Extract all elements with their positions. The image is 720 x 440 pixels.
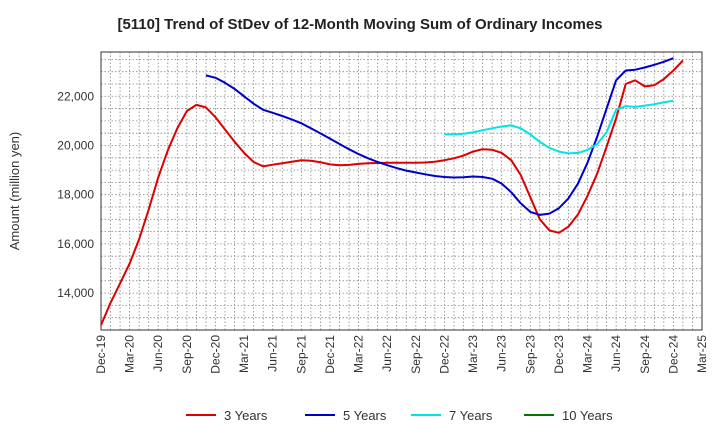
legend-label: 10 Years	[562, 408, 613, 423]
legend: 3 Years 5 Years 7 Years 10 Years	[186, 408, 613, 423]
y-tick-label: 22,000	[57, 89, 94, 103]
chart-title: [5110] Trend of StDev of 12-Month Moving…	[117, 16, 602, 33]
x-tick-label: Mar-21	[237, 335, 251, 373]
x-tick-label: Mar-23	[466, 335, 480, 373]
x-tick-label: Jun-24	[609, 335, 623, 372]
y-axis-label: Amount (million yen)	[7, 132, 22, 251]
x-tick-label: Jun-23	[495, 335, 509, 372]
x-tick-label: Sep-23	[523, 335, 537, 374]
x-tick-label: Mar-24	[581, 335, 595, 373]
x-tick-label: Sep-24	[638, 335, 652, 374]
x-tick-label: Dec-22	[437, 335, 451, 374]
x-tick-label: Sep-22	[409, 335, 423, 374]
x-tick-label: Sep-21	[294, 335, 308, 374]
x-tick-label: Dec-23	[552, 335, 566, 374]
x-tick-label: Jun-22	[380, 335, 394, 372]
series-line-7-years	[444, 99, 674, 155]
x-tick-label: Dec-21	[323, 335, 337, 374]
x-tick-label: Sep-20	[180, 335, 194, 374]
x-tick-label: Dec-20	[208, 335, 222, 374]
x-tick-label: Jun-20	[151, 335, 165, 372]
series-line-5-years	[205, 57, 674, 216]
legend-label: 3 Years	[224, 408, 268, 423]
y-tick-label: 14,000	[57, 286, 94, 300]
x-tick-label: Mar-25	[695, 335, 709, 373]
x-tick-label: Mar-22	[352, 335, 366, 373]
legend-label: 5 Years	[343, 408, 387, 423]
x-tick-label: Dec-24	[666, 335, 680, 374]
y-tick-label: 16,000	[57, 237, 94, 251]
y-tick-label: 20,000	[57, 138, 94, 152]
x-tick-label: Mar-20	[123, 335, 137, 373]
plot-frame	[100, 51, 703, 331]
legend-label: 7 Years	[449, 408, 493, 423]
series-line-3-years	[100, 59, 684, 326]
plot-area: 14,000 16,000 18,000 20,000 22,000 Dec-19 Mar-…	[57, 51, 709, 374]
x-tick-label: Jun-21	[266, 335, 280, 372]
plot-background	[101, 52, 702, 330]
y-tick-label: 18,000	[57, 188, 94, 202]
x-tick-label: Dec-19	[94, 335, 108, 374]
